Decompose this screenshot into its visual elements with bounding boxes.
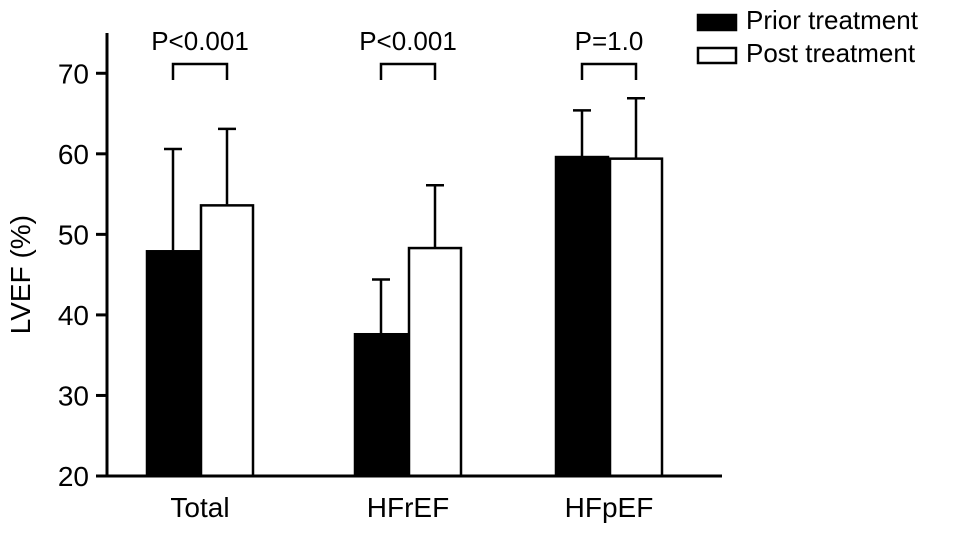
y-tick-label-60: 60	[58, 139, 89, 170]
bar-prior-treatment-hfpef	[554, 155, 610, 478]
bar-prior-treatment-total	[145, 250, 201, 478]
bar-post-treatment-hfpef	[608, 157, 664, 478]
significance-bracket-total	[171, 62, 229, 80]
pvalue-label-hfref: P<0.001	[359, 26, 457, 56]
legend-label-prior-treatment: Prior treatment	[746, 5, 919, 35]
bar-prior-treatment-hfref	[353, 332, 409, 478]
y-axis-label: LVEF (%)	[5, 215, 36, 334]
legend-swatch-post-treatment	[696, 46, 738, 65]
pvalue-label-total: P<0.001	[151, 26, 249, 56]
pvalue-label-hfpef: P=1.0	[575, 26, 644, 56]
significance-bracket-hfpef	[580, 62, 638, 80]
legend-swatch-prior-treatment	[696, 13, 738, 32]
bar-post-treatment-total	[199, 204, 255, 478]
bar-post-treatment-hfref	[407, 246, 463, 478]
legend-label-post-treatment: Post treatment	[746, 38, 916, 68]
y-tick-label-40: 40	[58, 300, 89, 331]
y-tick-label-20: 20	[58, 461, 89, 492]
significance-bracket-hfref	[379, 62, 437, 80]
y-tick-label-70: 70	[58, 58, 89, 89]
category-label-total: Total	[170, 492, 229, 523]
category-label-hfref: HFrEF	[367, 492, 449, 523]
y-tick-label-30: 30	[58, 380, 89, 411]
category-label-hfpef: HFpEF	[565, 492, 654, 523]
y-tick-label-50: 50	[58, 219, 89, 250]
